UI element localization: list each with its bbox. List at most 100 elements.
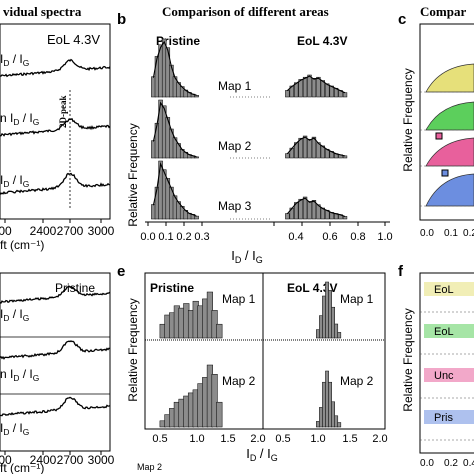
spectra-top-tick-label: 2400 bbox=[30, 224, 57, 238]
panel-b-eol-map2-bar bbox=[307, 139, 312, 159]
header-comparison-areas: Comparison of different areas bbox=[162, 4, 329, 19]
panel-e-eol-map2-bar bbox=[322, 381, 326, 428]
panel-b-pristine-map3-fit bbox=[152, 161, 197, 217]
spectra-top-tick-label: 2700 bbox=[57, 224, 84, 238]
panel-b-eol-map2-bar bbox=[298, 137, 303, 159]
panel-b-map-label-2: Map 2 bbox=[218, 139, 252, 153]
panel-b-eol-map1-bar bbox=[298, 79, 303, 98]
panel-b-map-label-1: Map 1 bbox=[218, 79, 252, 93]
panel-b-pristine-map3-bar bbox=[194, 215, 199, 220]
panel-b-right-title: EoL 4.3V bbox=[297, 34, 347, 48]
panel-f-tick-label: 0.0 bbox=[420, 458, 434, 469]
spectra-bottom-tick-label: 00 bbox=[0, 453, 12, 467]
panel-e-left-title: Pristine bbox=[150, 281, 194, 295]
spectra-bottom-tick-label: 3000 bbox=[88, 453, 115, 467]
spectra-top-label-3: ID / IG bbox=[0, 173, 29, 189]
panel-f: Relative Frequency EoL EoL Unc Pris 0.0 0.2 0… bbox=[401, 272, 474, 469]
panel-e-pristine-map2-bar bbox=[211, 374, 218, 428]
panel-e-xlabel: ID / IG bbox=[246, 446, 278, 463]
panel-e-eol-map2-bar bbox=[331, 401, 335, 428]
panel-c-tick-label: 0.1 bbox=[444, 228, 458, 239]
panel-e-map-label-4: Map 2 bbox=[340, 374, 374, 388]
panel-c-dist-3 bbox=[425, 137, 474, 167]
panel-b-eol-map3-fit bbox=[286, 197, 346, 218]
panel-b-pristine-map1-fit bbox=[152, 40, 197, 96]
panel-b-left-title: Pristine bbox=[156, 34, 200, 48]
header-comparison-right: Compar bbox=[420, 4, 466, 19]
panel-f-legend-label-4: Pris bbox=[434, 412, 453, 424]
panel-e-tick-label: 2.0 bbox=[250, 433, 265, 445]
panel-e-tick-label: 1.5 bbox=[342, 433, 357, 445]
panel-b-eol-map2-bar bbox=[285, 153, 290, 159]
panel-b-tick-label: 0.0 bbox=[140, 231, 155, 243]
panel-b-eol-map1-bar bbox=[307, 74, 312, 98]
panel-b-tick-label: 0.4 bbox=[288, 231, 303, 243]
panel-b-xlabel: ID / IG bbox=[231, 248, 263, 265]
spectrum-bottom-3 bbox=[0, 396, 111, 417]
spectra-top-tick-label: 00 bbox=[0, 224, 12, 238]
panel-e-eol-map1-bar bbox=[322, 295, 326, 339]
panel-b-tick-label: 0.8 bbox=[350, 231, 365, 243]
panel-f-legend-swatch-2 bbox=[424, 324, 474, 338]
panel-e-tick-label: 0.5 bbox=[152, 433, 167, 445]
panel-e-map-label-1: Map 1 bbox=[222, 292, 256, 306]
spectra-bottom-title: Pristine bbox=[55, 281, 95, 295]
panel-e: Relative Frequency Pristine EoL 4.3V Map… bbox=[126, 272, 388, 472]
spectrum-bottom-1 bbox=[0, 285, 111, 304]
panel-letter-e: e bbox=[117, 263, 125, 280]
panel-f-legend-label-3: Unc bbox=[434, 370, 454, 382]
panel-e-ylabel: Relative Frequency bbox=[126, 298, 140, 401]
panel-e-eol-map2-bar bbox=[319, 407, 323, 428]
panel-b-eol-map2-fit bbox=[286, 136, 346, 157]
panel-b-tick-label: 1.0 bbox=[377, 231, 392, 243]
panel-b-eol-map1-fit bbox=[286, 75, 346, 94]
panel-c-tick-label: 0.2 bbox=[463, 228, 474, 239]
panel-c: Relative Frequency 0.0 0.1 0.2 bbox=[401, 23, 474, 239]
spectra-bottom-xlabel: ft (cm⁻¹) bbox=[0, 461, 44, 474]
panel-e-eol-map1-bar bbox=[328, 290, 332, 339]
panel-e-right-title: EoL 4.3V bbox=[287, 281, 337, 295]
spectra-bottom-tick-label: 2700 bbox=[57, 453, 84, 467]
panel-f-legend-swatch-4 bbox=[424, 410, 474, 424]
panel-b-map-label-3: Map 3 bbox=[218, 199, 252, 213]
panel-e-eol-map1-bar bbox=[337, 332, 342, 339]
panel-e-map-label-2: Map 2 bbox=[222, 374, 256, 388]
panel-f-legend-label-1: EoL bbox=[434, 284, 454, 296]
panel-f-ylabel: Relative Frequency bbox=[401, 308, 415, 411]
panel-b-eol-map1-bar bbox=[316, 76, 321, 98]
panel-b-eol-map1-bar bbox=[325, 83, 330, 98]
panel-e-eol-map2-bar bbox=[334, 415, 339, 428]
panel-e-eol-map2-bar bbox=[316, 421, 320, 428]
panel-f-legend-swatch-1 bbox=[424, 282, 474, 296]
panel-b-eol-map3-bar bbox=[294, 202, 299, 220]
panel-b: Relative Frequency Pristine EoL 4.3V Map… bbox=[126, 34, 393, 265]
panel-e-pristine-map2-bar bbox=[216, 401, 223, 428]
panel-b-eol-map3-bar bbox=[342, 216, 348, 220]
panel-b-eol-map1-bar bbox=[285, 90, 290, 98]
panel-letter-b: b bbox=[117, 11, 126, 28]
spectra-bottom-panel: Pristine ID / IG n ID / IG ID / IG 00 2400 2… bbox=[0, 272, 115, 474]
panel-c-ylabel: Relative Frequency bbox=[401, 68, 415, 171]
panel-e-map-label-3: Map 1 bbox=[340, 292, 374, 306]
panel-b-tick-label: 0.2 bbox=[176, 231, 191, 243]
spectra-bottom-label-3: ID / IG bbox=[0, 421, 29, 437]
panel-b-eol-map2-bar bbox=[302, 135, 308, 159]
panel-e-eol-map1-bar bbox=[325, 281, 329, 339]
panel-e-eol-map2-bar bbox=[325, 370, 329, 428]
panel-b-tick-label: 0.6 bbox=[322, 231, 337, 243]
panel-b-eol-map1-bar bbox=[302, 76, 308, 98]
panel-b-pristine-map1-bar bbox=[194, 95, 199, 98]
panel-e-eol-map1-bar bbox=[316, 329, 320, 339]
panel-c-marker bbox=[435, 132, 443, 140]
spectrum-top-2 bbox=[0, 117, 111, 137]
panel-f-legend-swatch-3 bbox=[424, 368, 474, 382]
panel-c-dist-1 bbox=[425, 63, 474, 93]
panel-e-eol-map1-bar bbox=[331, 306, 335, 339]
panel-e-tick-label: 1.5 bbox=[220, 433, 235, 445]
panel-c-tick-label: 0.0 bbox=[420, 228, 434, 239]
spectra-top-tick-label: 3000 bbox=[88, 224, 115, 238]
panel-b-eol-map1-bar bbox=[342, 92, 348, 98]
spectrum-top-3 bbox=[0, 172, 111, 195]
spectrum-top-1 bbox=[0, 58, 111, 78]
